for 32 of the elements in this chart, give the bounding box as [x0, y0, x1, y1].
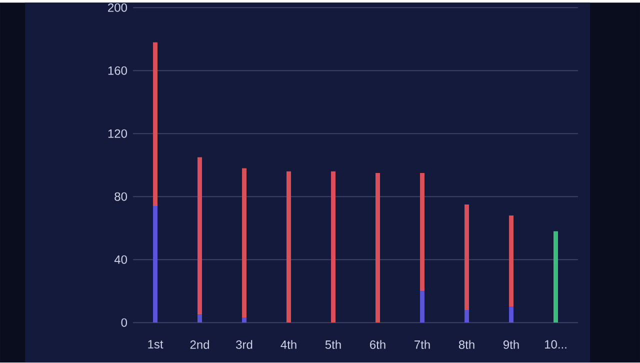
bar: [153, 206, 158, 323]
bar: [198, 314, 202, 323]
y-tick-label: 200: [108, 4, 128, 12]
bar: [509, 307, 514, 323]
x-tick-label: 5th: [325, 340, 341, 350]
x-tick-label: 9th: [503, 340, 519, 350]
x-tick-label: 4th: [280, 340, 296, 350]
y-tick-label: 80: [114, 192, 128, 202]
bar: [286, 172, 292, 323]
bar: [242, 168, 247, 318]
bar: [420, 291, 425, 323]
x-tick-label: 7th: [414, 340, 430, 350]
x-tick-label: 8th: [458, 340, 474, 350]
y-tick-label: 40: [114, 256, 128, 264]
bar: [509, 216, 514, 308]
bar: [376, 173, 380, 323]
y-tick-label: 0: [121, 318, 128, 328]
bar: [464, 310, 470, 323]
bar: [153, 42, 158, 206]
x-tick-label: 2nd: [190, 340, 209, 350]
bar: [331, 172, 336, 323]
x-tick-label: 3rd: [236, 340, 252, 350]
bar: [464, 204, 470, 310]
x-tick-label: 1st: [148, 340, 164, 349]
x-tick-label: 6th: [370, 340, 386, 350]
bar: [198, 157, 202, 315]
x-tick-label: 10...: [544, 340, 566, 349]
bar: [420, 173, 425, 292]
y-tick-label: 160: [108, 66, 128, 76]
bar: [242, 318, 247, 323]
y-tick-label: 120: [108, 130, 128, 138]
bar: [554, 231, 558, 323]
